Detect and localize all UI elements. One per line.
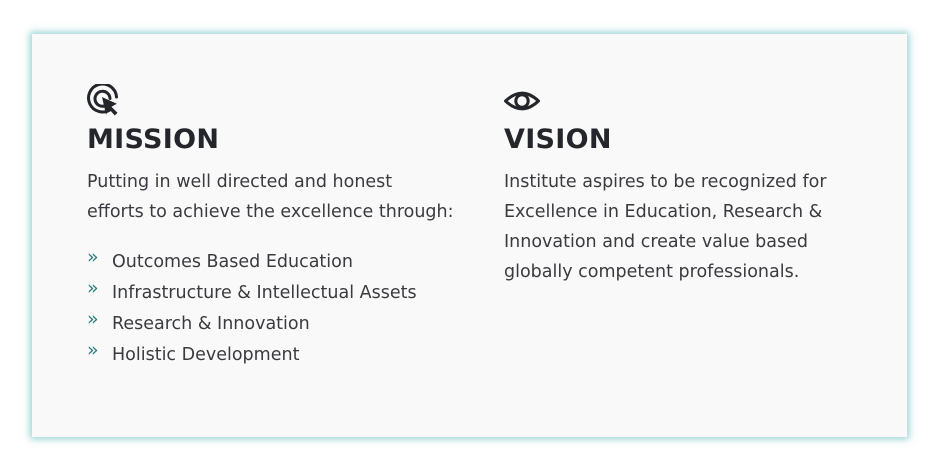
list-item: » Research & Innovation <box>87 308 467 339</box>
list-item: » Holistic Development <box>87 339 467 370</box>
target-cursor-icon <box>87 84 118 116</box>
mission-intro-line-1: Putting in well directed and honest <box>87 172 393 192</box>
list-item-label: Research & Innovation <box>112 314 310 334</box>
mission-title: MISSION <box>87 124 220 155</box>
mission-vision-card: MISSION Putting in well directed and hon… <box>32 34 907 437</box>
list-item-label: Outcomes Based Education <box>112 252 353 272</box>
mission-section: MISSION Putting in well directed and hon… <box>87 84 467 370</box>
list-item-label: Holistic Development <box>112 345 300 365</box>
list-item: » Outcomes Based Education <box>87 246 467 277</box>
vision-section: VISION Institute aspires to be recognize… <box>504 84 864 287</box>
vision-statement: Institute aspires to be recognized for E… <box>504 167 864 287</box>
eye-icon <box>504 91 540 111</box>
vision-line-4: globally competent professionals. <box>504 262 800 282</box>
vision-line-2: Excellence in Education, Research & <box>504 202 823 222</box>
mission-intro: Putting in well directed and honest effo… <box>87 167 467 227</box>
double-chevron-right-icon: » <box>87 308 99 330</box>
vision-title: VISION <box>504 124 612 155</box>
vision-line-3: Innovation and create value based <box>504 232 809 252</box>
mission-intro-line-2: efforts to achieve the excellence throug… <box>87 202 454 222</box>
list-item-label: Infrastructure & Intellectual Assets <box>112 283 417 303</box>
mission-list: » Outcomes Based Education » Infrastruct… <box>87 246 467 370</box>
vision-line-1: Institute aspires to be recognized for <box>504 172 827 192</box>
double-chevron-right-icon: » <box>87 339 99 361</box>
double-chevron-right-icon: » <box>87 246 99 268</box>
double-chevron-right-icon: » <box>87 277 99 299</box>
list-item: » Infrastructure & Intellectual Assets <box>87 277 467 308</box>
